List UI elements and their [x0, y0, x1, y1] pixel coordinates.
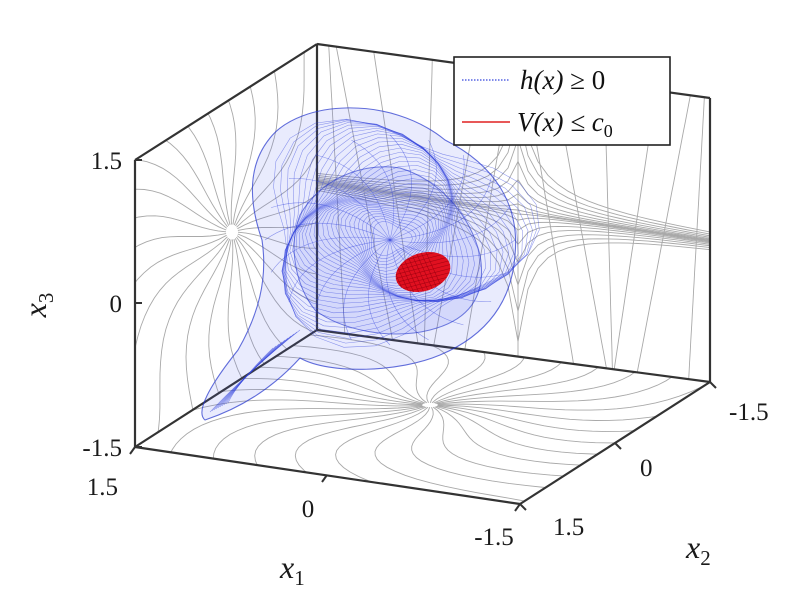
- mesh-line: [270, 236, 391, 273]
- x1-ticks: 1.5 0 -1.5: [87, 446, 521, 551]
- streamline: [335, 406, 483, 504]
- x2-tick-mark-mid: [614, 442, 622, 450]
- streamline: [237, 233, 317, 312]
- streamline: [135, 233, 227, 334]
- mesh-line: [343, 239, 391, 341]
- mesh-line: [389, 139, 437, 241]
- streamline: [135, 44, 228, 228]
- mesh-line: [309, 173, 451, 298]
- series-h-region: [201, 107, 540, 421]
- x1-tick-label-left: 1.5: [87, 474, 118, 501]
- streamline: [432, 406, 710, 503]
- mesh-line: [282, 122, 529, 334]
- mesh-line: [390, 266, 456, 285]
- mesh-line: [389, 239, 516, 258]
- x1-tick-mark-left: [129, 446, 136, 455]
- mesh-line: [390, 262, 456, 281]
- streamlines-x1x3-plane: [135, 44, 317, 447]
- streamline: [237, 130, 317, 231]
- mesh-line: [414, 249, 436, 296]
- x1-tick-mark-right: [514, 503, 521, 512]
- x2-tick-mark-front: [519, 503, 527, 511]
- mesh-line: [351, 139, 395, 241]
- mesh-line: [389, 239, 509, 278]
- back-edge-top: [134, 43, 318, 161]
- x3-axis-label: x3: [17, 293, 58, 319]
- mesh-line: [390, 270, 456, 289]
- mesh-line: [301, 165, 458, 300]
- streamline: [160, 405, 424, 504]
- right-edge-bottom: [316, 328, 711, 384]
- mesh-line: [316, 154, 391, 241]
- streamline: [237, 188, 317, 249]
- streamline: [138, 238, 231, 447]
- streamline: [135, 237, 229, 447]
- streamline: [135, 330, 428, 404]
- streamline: [237, 73, 317, 230]
- streamline: [236, 235, 317, 383]
- mesh-line: [288, 178, 391, 241]
- mesh-line: [389, 155, 465, 241]
- legend-box: [453, 56, 671, 146]
- mesh-line: [298, 161, 464, 301]
- h-region-inner-outline: [293, 166, 482, 335]
- mesh-line: [390, 254, 456, 273]
- x2-tick-label-back: -1.5: [729, 399, 769, 426]
- streamline: [236, 236, 317, 446]
- x2-tick-label-front: 1.5: [553, 514, 584, 541]
- back-edge-bottom: [134, 329, 318, 448]
- streamline: [437, 338, 710, 411]
- x3-tick-label-top: 1.5: [91, 148, 122, 175]
- streamline: [686, 44, 710, 382]
- x1-tick-label-mid: 0: [302, 496, 315, 523]
- x2-axis-label: x2: [685, 529, 711, 570]
- x1-tick-mark-mid: [321, 474, 328, 483]
- streamline: [135, 215, 227, 276]
- mesh-line: [271, 202, 391, 241]
- mesh-line: [282, 124, 523, 329]
- mesh-line: [389, 207, 510, 244]
- streamline: [233, 44, 317, 226]
- streamline: [135, 44, 231, 225]
- streamline: [135, 152, 227, 231]
- mesh-line: [368, 239, 391, 346]
- x3-tick-label-bottom: -1.5: [82, 435, 122, 462]
- mesh-line: [389, 134, 412, 241]
- x1-axis-label: x1: [279, 549, 305, 590]
- legend-label-h: h(x) ≥ 0: [520, 65, 605, 95]
- streamline: [252, 406, 425, 504]
- streamline: [135, 330, 426, 404]
- mesh-line: [409, 249, 431, 296]
- streamline: [235, 44, 317, 227]
- streamline: [135, 81, 228, 229]
- legend: h(x) ≥ 0 V(x) ≤ c0: [453, 56, 671, 146]
- mesh-line: [389, 239, 464, 326]
- streamline: [236, 44, 317, 228]
- mesh-line: [264, 222, 391, 241]
- x2-tick-mark-back: [709, 381, 717, 389]
- x3-tick-label-mid: 0: [110, 291, 123, 318]
- streamline: [135, 236, 228, 443]
- x1-tick-label-right: -1.5: [474, 524, 514, 551]
- streamline: [434, 406, 710, 481]
- streamline: [374, 407, 576, 504]
- x2-ticks: -1.5 0 1.5: [519, 381, 769, 541]
- streamline: [135, 234, 227, 391]
- mesh-line: [315, 239, 391, 325]
- mesh-line: [305, 169, 453, 299]
- x3-ticks: 1.5 0 -1.5: [82, 148, 142, 462]
- h-region-outline: [201, 107, 517, 421]
- streamline: [437, 330, 710, 405]
- legend-label-v: V(x) ≤ c0: [517, 107, 613, 141]
- mesh-line: [227, 347, 274, 404]
- mesh-line: [273, 118, 540, 348]
- mesh-line: [280, 119, 537, 344]
- x2-tick-label-mid: 0: [640, 455, 653, 482]
- mesh-line: [288, 239, 391, 302]
- streamline: [435, 406, 710, 456]
- mesh-line: [389, 178, 492, 241]
- mesh-line: [283, 120, 533, 339]
- streamline: [294, 406, 427, 504]
